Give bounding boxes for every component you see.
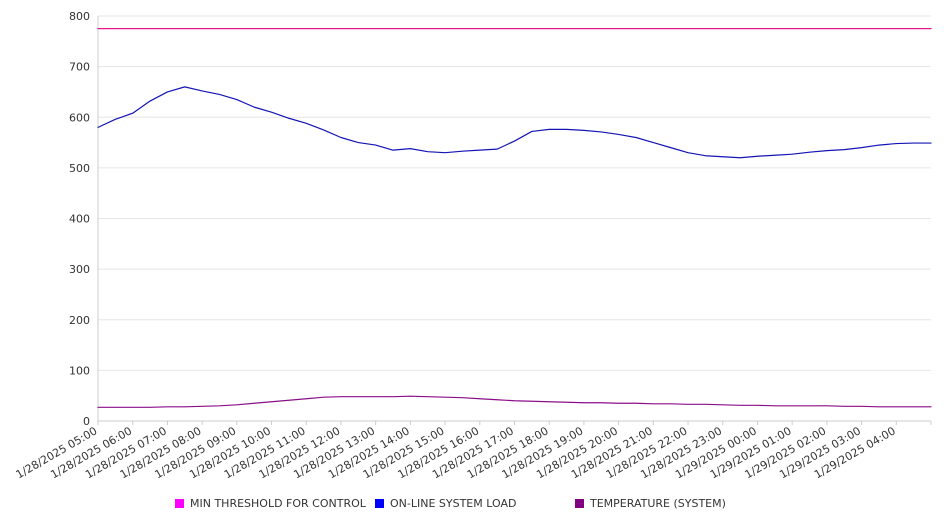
y-tick-label: 100 (69, 364, 90, 377)
y-tick-label: 400 (69, 213, 90, 226)
legend-item-min-threshold[interactable]: MIN THRESHOLD FOR CONTROL (175, 497, 366, 510)
gridlines (98, 15, 931, 371)
series-line-1 (97, 86, 932, 159)
y-tick-label: 0 (83, 415, 90, 428)
y-tick-label: 600 (69, 111, 90, 124)
legend-label-online-system-load: ON-LINE SYSTEM LOAD (390, 497, 517, 510)
y-tick-labels: 0 100 200 300 400 500 600 700 800 (69, 10, 90, 428)
y-tick-label: 300 (69, 263, 90, 276)
x-tick-labels: 1/28/2025 05:001/28/2025 06:001/28/2025 … (14, 424, 898, 481)
legend-swatch-min-threshold (175, 499, 184, 508)
legend-item-temperature[interactable]: TEMPERATURE (SYSTEM) (575, 497, 726, 510)
legend-label-min-threshold: MIN THRESHOLD FOR CONTROL (190, 497, 366, 510)
legend-swatch-temperature (575, 499, 584, 508)
legend-item-online-system-load[interactable]: ON-LINE SYSTEM LOAD (375, 497, 516, 510)
series-line-2 (97, 395, 932, 408)
y-tick-label: 200 (69, 314, 90, 327)
legend-swatch-online-system-load (375, 499, 384, 508)
y-tick-label: 800 (69, 10, 90, 23)
y-tick-label: 700 (69, 61, 90, 74)
series-lines (97, 28, 932, 408)
line-chart: 0 100 200 300 400 500 600 700 800 1/28/2025 05:0… (14, 10, 932, 481)
legend: MIN THRESHOLD FOR CONTROL ON-LINE SYSTEM… (0, 497, 946, 515)
axes (97, 16, 932, 425)
legend-label-temperature: TEMPERATURE (SYSTEM) (590, 497, 726, 510)
y-tick-label: 500 (69, 162, 90, 175)
